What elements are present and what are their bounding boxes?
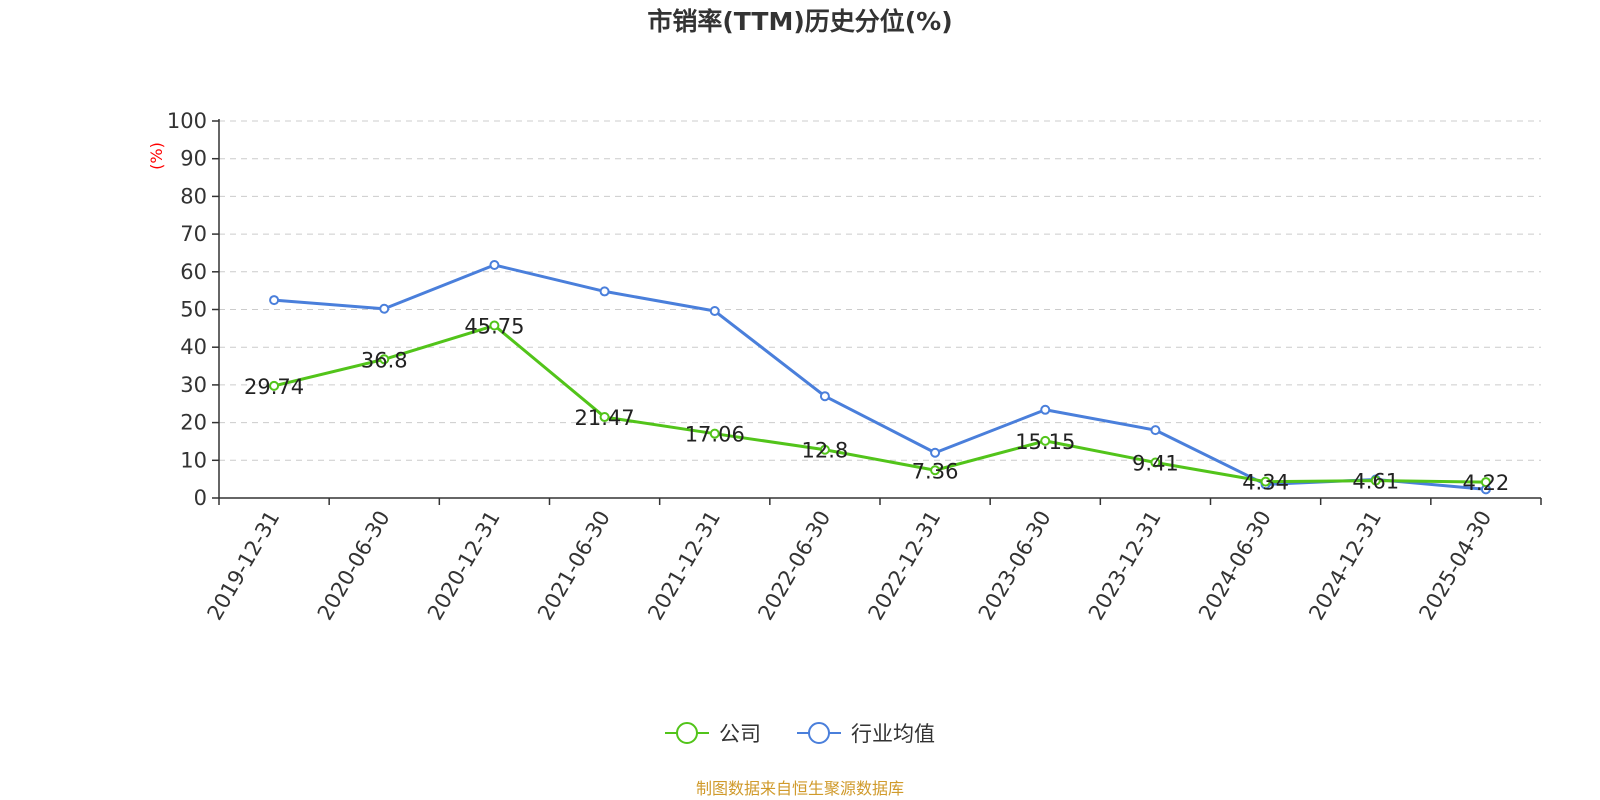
- y-tick-label: 60: [180, 260, 207, 284]
- source-note: 制图数据来自恒生聚源数据库: [695, 779, 904, 798]
- x-tick-label: 2020-12-31: [423, 507, 505, 625]
- legend-item-industry[interactable]: 行业均值: [797, 718, 935, 748]
- data-point-company: [709, 428, 720, 439]
- y-tick-label: 80: [180, 184, 207, 208]
- y-tick-label: 40: [180, 335, 207, 359]
- data-point-company: [1480, 477, 1491, 488]
- data-label: 4.34: [1242, 471, 1289, 495]
- data-point-industry: [1040, 404, 1051, 415]
- y-tick-label: 90: [180, 147, 207, 171]
- y-tick-label: 10: [180, 448, 207, 472]
- x-tick-label: 2024-12-31: [1304, 507, 1386, 625]
- data-point-industry: [709, 306, 720, 317]
- data-point-company: [489, 320, 500, 331]
- y-axis-label: (%): [147, 142, 166, 170]
- x-tick-label: 2019-12-31: [203, 507, 285, 625]
- x-tick-label: 2022-06-30: [753, 507, 835, 625]
- data-label: 36.8: [361, 348, 408, 372]
- data-label: 12.8: [802, 439, 849, 463]
- series-line-company: [273, 324, 1486, 484]
- series: [269, 260, 1491, 495]
- data-label: 17.06: [685, 423, 745, 447]
- data-point-industry: [819, 391, 830, 402]
- data-point-industry: [1150, 425, 1161, 436]
- x-tick-label: 2021-06-30: [533, 507, 615, 625]
- x-tick-label: 2023-06-30: [974, 507, 1056, 625]
- legend-company-line-circle-icon: [665, 722, 709, 744]
- y-tick-label: 50: [180, 298, 207, 322]
- data-point-company: [1260, 476, 1271, 487]
- legend-label-industry: 行业均值: [851, 722, 935, 746]
- data-label: 29.74: [244, 375, 304, 399]
- data-point-industry: [599, 286, 610, 297]
- y-tick-label: 70: [180, 222, 207, 246]
- data-label: 15.15: [1015, 430, 1075, 454]
- data-point-company: [819, 444, 830, 455]
- data-point-company: [1040, 435, 1051, 446]
- data-point-industry: [379, 303, 390, 314]
- data-point-company: [269, 380, 280, 391]
- data-point-industry: [269, 295, 280, 306]
- y-tick-label: 0: [194, 486, 207, 510]
- x-tick-label: 2025-04-30: [1414, 507, 1496, 625]
- data-label: 9.41: [1132, 452, 1179, 476]
- data-point-company: [599, 412, 610, 423]
- grid-lines: [219, 120, 1541, 461]
- data-labels: 29.74 36.8 45.75 21.47 17.06 12.8 7.36 15.15 9.4…: [244, 315, 1509, 496]
- legend-item-company[interactable]: 公司: [665, 718, 761, 748]
- data-label: 4.61: [1352, 470, 1399, 494]
- y-tick-label: 20: [180, 411, 207, 435]
- data-label: 4.22: [1463, 471, 1510, 495]
- data-point-company: [1370, 475, 1381, 486]
- data-point-company: [930, 465, 941, 476]
- x-tick-label: 2022-12-31: [864, 507, 946, 625]
- legend-label-company: 公司: [719, 722, 761, 746]
- y-tick-label: 30: [180, 373, 207, 397]
- x-tick-label: 2021-12-31: [643, 507, 725, 625]
- legend-industry-line-circle-icon: [797, 722, 841, 744]
- data-point-company: [1150, 457, 1161, 468]
- chart-title: 市销率(TTM)历史分位(%): [647, 7, 953, 36]
- x-tick-label: 2020-06-30: [313, 507, 395, 625]
- legend: 公司 行业均值: [0, 718, 1600, 748]
- data-point-industry: [930, 447, 941, 458]
- y-tick-label: 100: [167, 109, 207, 133]
- data-label: 7.36: [912, 459, 959, 483]
- data-label: 21.47: [575, 406, 635, 430]
- data-point-company: [379, 354, 390, 365]
- data-label: 45.75: [464, 315, 524, 339]
- series-line-industry: [273, 263, 1487, 491]
- data-point-industry: [489, 260, 500, 271]
- x-tick-label: 2024-06-30: [1194, 507, 1276, 625]
- x-tick-label: 2023-12-31: [1084, 507, 1166, 625]
